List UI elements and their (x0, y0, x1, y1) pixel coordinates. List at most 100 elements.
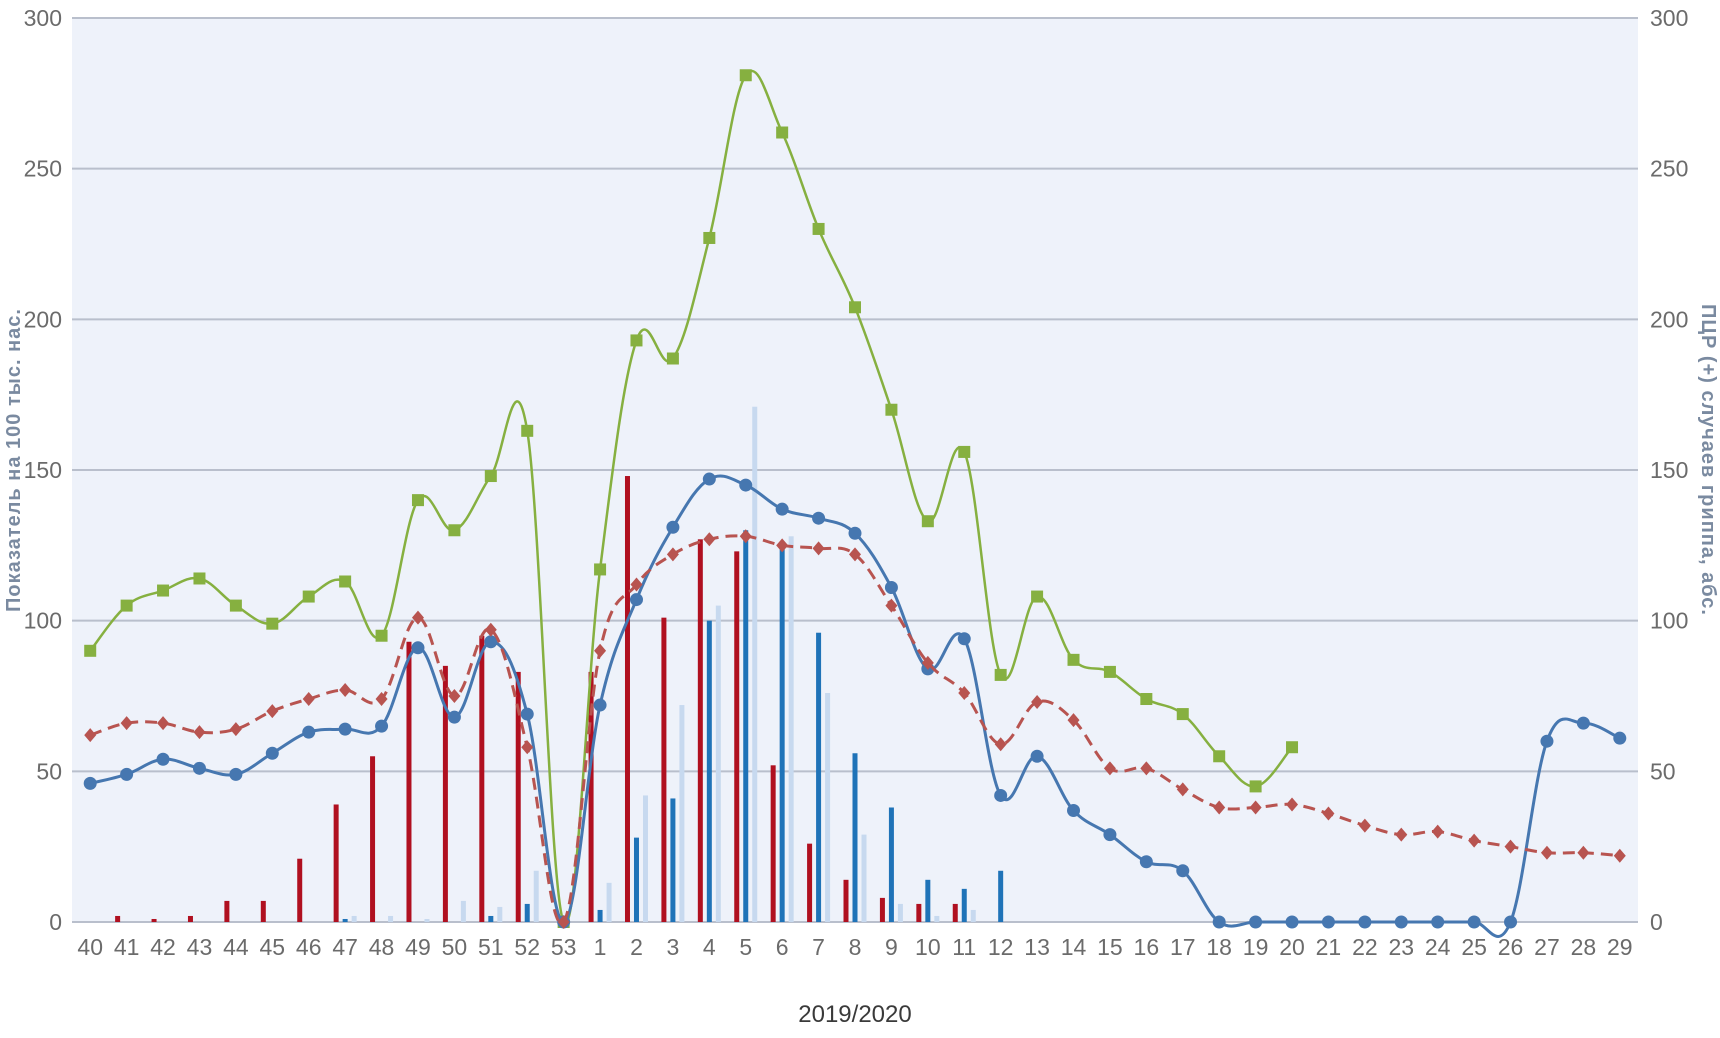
bar (260, 900, 266, 922)
x-tick-label: 9 (885, 934, 898, 960)
bar (816, 632, 822, 922)
data-point (520, 707, 534, 721)
x-tick-label: 46 (296, 934, 322, 960)
data-point (739, 529, 752, 544)
bar (861, 834, 867, 922)
bar (843, 879, 849, 922)
x-tick-label: 28 (1571, 934, 1597, 960)
x-tick-label: 17 (1170, 934, 1196, 960)
bar (424, 918, 430, 922)
x-tick-label: 7 (812, 934, 825, 960)
data-point (156, 752, 170, 766)
x-tick-label: 49 (405, 934, 431, 960)
data-point (885, 598, 898, 613)
bar (297, 858, 303, 922)
x-tick-label: 18 (1206, 934, 1232, 960)
data-point (302, 725, 316, 739)
data-point (521, 424, 534, 437)
bar (524, 903, 530, 922)
data-point (411, 641, 425, 655)
data-point (812, 541, 825, 556)
x-tick-label: 24 (1425, 934, 1451, 960)
bar (533, 870, 539, 922)
data-point (448, 689, 461, 703)
x-tick-label: 52 (514, 934, 540, 960)
series-line (89, 534, 1620, 925)
data-point (1613, 848, 1626, 863)
data-point (1103, 665, 1116, 678)
x-tick-label: 1 (594, 934, 607, 960)
data-point (1140, 761, 1153, 776)
right-y-tick-label: 50 (1650, 758, 1676, 784)
bar (888, 807, 894, 922)
data-point (265, 746, 279, 760)
x-tick-label: 42 (150, 934, 176, 960)
x-tick-label: 43 (187, 934, 213, 960)
bar (670, 798, 676, 922)
data-point (1249, 915, 1263, 929)
bar (779, 545, 785, 922)
right-y-tick-label: 300 (1650, 5, 1688, 31)
data-point (157, 584, 170, 597)
bar (734, 551, 740, 922)
data-point (229, 599, 242, 612)
data-point (229, 767, 243, 781)
data-point (484, 622, 497, 637)
data-point (1540, 734, 1554, 748)
right-y-tick-label: 100 (1650, 608, 1688, 634)
left-y-tick-label: 300 (24, 5, 62, 31)
data-point (157, 716, 170, 731)
x-tick-label: 25 (1461, 934, 1487, 960)
data-point (593, 698, 607, 712)
data-point (884, 581, 898, 595)
x-tick-label: 12 (988, 934, 1014, 960)
x-tick-label: 48 (369, 934, 395, 960)
data-point (849, 301, 861, 314)
data-point (630, 334, 643, 347)
bar (679, 705, 685, 922)
data-point (1431, 915, 1445, 929)
bar (624, 476, 630, 922)
right-axis-title: ПЦР (+) случаев гриппа, абс. (1697, 304, 1719, 616)
line-series (83, 69, 1627, 938)
bar (934, 915, 940, 922)
right-y-tick-labels: 0 50 100 150 200 250 300 (1650, 5, 1688, 935)
data-point (703, 231, 716, 244)
right-y-tick-label: 250 (1650, 156, 1688, 182)
data-point (448, 524, 461, 537)
right-y-tick-label: 200 (1650, 306, 1688, 332)
x-tick-label: 8 (849, 934, 862, 960)
data-point (484, 470, 497, 483)
x-tick-label: 53 (551, 934, 577, 960)
left-y-tick-label: 50 (36, 758, 62, 784)
data-point (1540, 845, 1553, 860)
bar (752, 406, 758, 923)
data-point (1067, 804, 1081, 818)
bar (370, 756, 376, 922)
data-point (1395, 827, 1408, 842)
data-point (193, 572, 206, 585)
x-axis-title: 2019/2020 (798, 1001, 911, 1028)
data-point (703, 532, 716, 547)
bar (642, 795, 648, 922)
data-point (1576, 716, 1590, 730)
x-tick-label: 6 (776, 934, 789, 960)
data-point (630, 577, 643, 592)
x-tick-label: 44 (223, 934, 249, 960)
data-point (411, 494, 424, 507)
data-point (812, 511, 826, 525)
data-point (1321, 915, 1335, 929)
data-point (594, 643, 607, 658)
data-point (339, 575, 352, 588)
data-point (666, 547, 679, 562)
data-point (1176, 782, 1189, 797)
data-point (1030, 749, 1044, 763)
data-point (848, 526, 862, 540)
bar (351, 915, 357, 922)
bar (633, 837, 639, 922)
left-y-tick-label: 200 (24, 306, 62, 332)
data-point (629, 593, 643, 607)
data-point (1577, 845, 1590, 860)
x-tick-label: 47 (332, 934, 358, 960)
data-point (120, 599, 133, 612)
